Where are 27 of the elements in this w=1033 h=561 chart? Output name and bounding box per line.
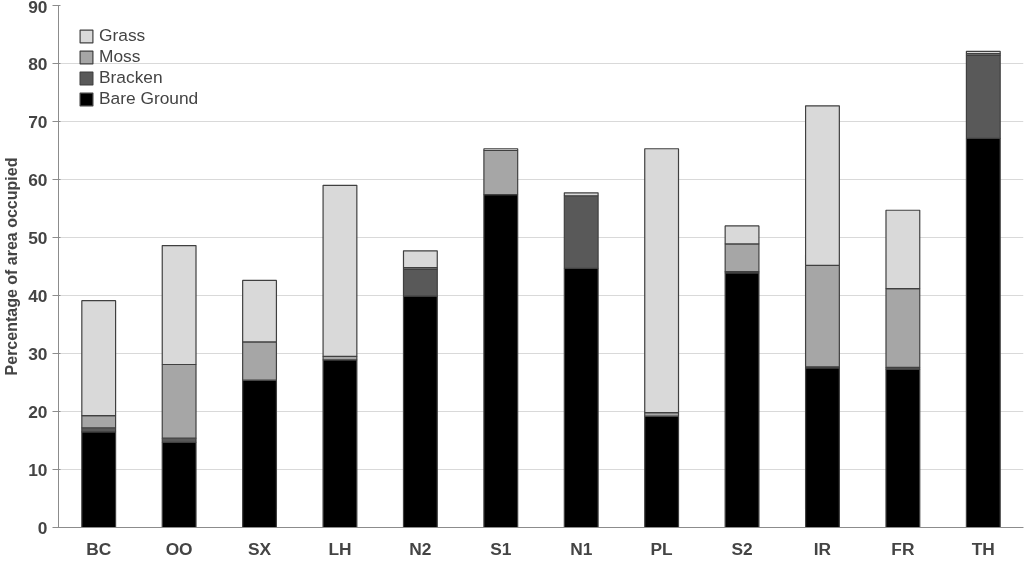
y-tick-label: 10 (28, 459, 48, 480)
x-tick-label: FR (891, 538, 915, 559)
x-tick-label: BC (86, 538, 112, 559)
y-tick-label: 90 (28, 0, 48, 17)
x-tick-label: N1 (570, 538, 593, 559)
x-tick-label: S2 (731, 538, 753, 559)
y-tick-label: 60 (28, 169, 48, 190)
x-tick-label: SX (247, 538, 272, 559)
y-tick-label: 30 (28, 343, 48, 364)
y-tick-label: 40 (28, 285, 48, 306)
x-tick-label: N2 (409, 538, 432, 559)
y-tick-label: 70 (28, 111, 48, 132)
legend-label: Bare Ground (99, 88, 199, 109)
x-tick-label: PL (650, 538, 674, 559)
x-tick-label: S1 (490, 538, 512, 559)
y-tick-label: 0 (37, 517, 48, 538)
y-tick-label: 80 (28, 53, 48, 74)
legend-label: Bracken (99, 67, 163, 88)
legend-label: Moss (99, 46, 141, 67)
x-tick-label: TH (971, 538, 995, 559)
y-tick-label: 20 (28, 401, 48, 422)
y-axis-title: Percentage of area occupied (3, 157, 21, 376)
x-tick-label: LH (328, 538, 352, 559)
x-tick-label: OO (165, 538, 193, 559)
legend-label: Grass (99, 25, 146, 46)
y-tick-label: 50 (28, 227, 48, 248)
x-tick-label: IR (813, 538, 832, 559)
